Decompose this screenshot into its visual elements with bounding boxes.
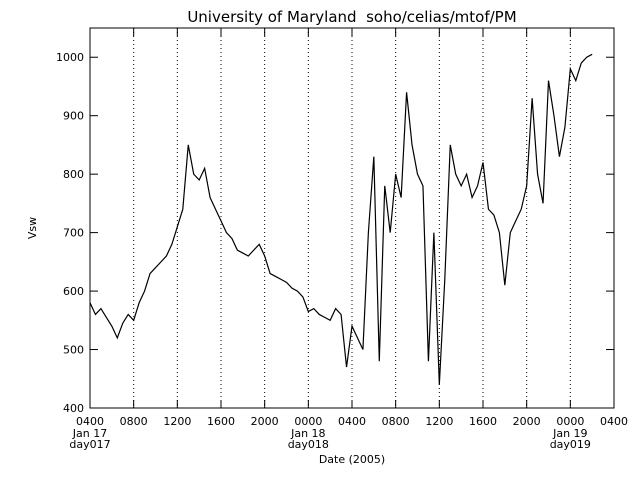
x-tick-label: 1600	[207, 415, 235, 428]
x-tick-day: day018	[288, 438, 329, 451]
x-tick-day: day017	[69, 438, 110, 451]
x-tick-label: 1600	[469, 415, 497, 428]
x-tick-label: 0400	[338, 415, 366, 428]
y-tick-label: 400	[63, 402, 84, 415]
y-tick-label: 800	[63, 168, 84, 181]
x-tick-label: 0400	[600, 415, 628, 428]
x-tick-label: 2000	[251, 415, 279, 428]
data-line	[89, 53, 593, 385]
x-tick-label: 0400	[76, 415, 104, 428]
x-tick-label: 1200	[163, 415, 191, 428]
x-tick-date: Jan 18	[290, 427, 325, 440]
x-tick-label: 0000	[294, 415, 322, 428]
y-tick-label: 600	[63, 285, 84, 298]
x-tick-label: 2000	[513, 415, 541, 428]
x-tick-date: Jan 17	[72, 427, 107, 440]
x-tick-day: day019	[550, 438, 591, 451]
y-tick-label: 900	[63, 110, 84, 123]
chart-title: University of Maryland soho/celias/mtof/…	[187, 8, 516, 26]
y-tick-label: 1000	[56, 51, 84, 64]
y-axis-label: Vsw	[26, 217, 39, 239]
x-tick-date: Jan 19	[552, 427, 587, 440]
x-tick-label: 1200	[425, 415, 453, 428]
x-tick-label: 0000	[556, 415, 584, 428]
y-tick-label: 700	[63, 227, 84, 240]
y-tick-label: 500	[63, 344, 84, 357]
x-tick-label: 0800	[120, 415, 148, 428]
x-axis-label: Date (2005)	[319, 453, 385, 466]
x-tick-label: 0800	[382, 415, 410, 428]
